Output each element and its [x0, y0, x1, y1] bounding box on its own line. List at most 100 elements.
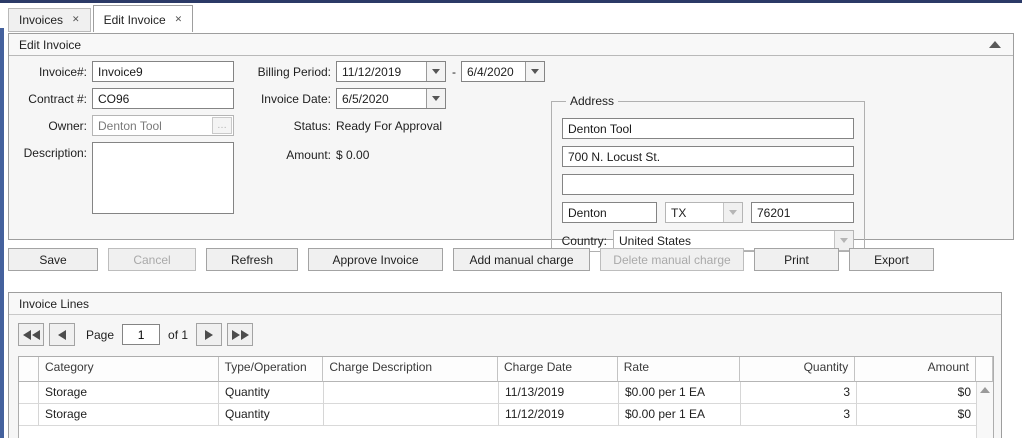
column-header-charge-date[interactable]: Charge Date [498, 357, 618, 382]
address-zip-field[interactable] [751, 202, 854, 223]
status-value: Ready For Approval [336, 119, 443, 133]
column-header-type-operation[interactable]: Type/Operation [218, 357, 324, 382]
owner-label: Owner: [48, 119, 87, 133]
left-arrow-icon [58, 329, 66, 340]
cell-type-operation[interactable]: Quantity [219, 404, 324, 426]
right-arrow-icon [205, 329, 214, 340]
invoice-date-picker[interactable]: 6/5/2020 [336, 88, 446, 109]
contract-number-label: Contract #: [28, 92, 87, 106]
save-button[interactable]: Save [8, 248, 98, 271]
chevron-down-icon [834, 231, 853, 250]
address-legend: Address [570, 94, 615, 108]
window-top-accent [0, 0, 1022, 3]
chevron-down-icon[interactable] [426, 89, 445, 108]
status-label: Status: [293, 119, 331, 133]
amount-label: Amount: [286, 148, 331, 162]
cell-rate[interactable]: $0.00 per 1 EA [619, 382, 741, 404]
row-selector[interactable] [19, 382, 39, 404]
cell-charge-description[interactable] [324, 382, 499, 404]
billing-period-end-value: 6/4/2020 [467, 64, 514, 79]
billing-period-start-picker[interactable]: 11/12/2019 [336, 61, 446, 82]
address-state-value: TX [671, 205, 687, 220]
tab-invoices[interactable]: Invoices ✕ [8, 8, 91, 32]
cell-category[interactable]: Storage [39, 382, 219, 404]
column-header-charge-description[interactable]: Charge Description [323, 357, 498, 382]
column-header-category[interactable]: Category [38, 357, 219, 382]
address-groupbox: Address TX Country: United States [551, 94, 865, 252]
edit-invoice-panel: Edit Invoice Invoice#: Contract #: Owner… [8, 33, 1014, 252]
edit-invoice-panel-title: Edit Invoice [19, 37, 82, 52]
grid-header-row: Category Type/Operation Charge Descripti… [19, 357, 993, 382]
collapse-icon[interactable] [989, 41, 1001, 48]
table-row[interactable]: Storage Quantity 11/12/2019 $0.00 per 1 … [19, 404, 993, 426]
cell-quantity[interactable]: 3 [741, 382, 857, 404]
tab-invoices-label: Invoices [19, 12, 64, 27]
page-of-label: of 1 [168, 327, 189, 342]
contract-number-field[interactable] [92, 88, 234, 109]
row-selector[interactable] [19, 404, 39, 426]
grid-body: Storage Quantity 11/13/2019 $0.00 per 1 … [19, 382, 993, 438]
edit-invoice-panel-header: Edit Invoice [9, 34, 1013, 56]
cell-category[interactable]: Storage [39, 404, 219, 426]
window-left-border [0, 28, 4, 438]
chevron-down-icon[interactable] [525, 62, 544, 81]
scroll-up-icon[interactable] [980, 387, 990, 393]
close-icon[interactable]: ✕ [72, 14, 80, 24]
close-icon[interactable]: ✕ [174, 14, 183, 24]
invoice-number-field[interactable] [92, 61, 234, 82]
double-left-arrow-icon [22, 329, 40, 340]
last-page-button[interactable] [227, 323, 254, 346]
previous-page-button[interactable] [49, 323, 75, 346]
invoice-lines-panel: Invoice Lines Page of 1 Category Type/Op… [8, 292, 1002, 438]
chevron-down-icon[interactable] [426, 62, 445, 81]
invoice-lines-grid: Category Type/Operation Charge Descripti… [18, 356, 994, 438]
page-label: Page [86, 327, 115, 342]
cell-rate[interactable]: $0.00 per 1 EA [619, 404, 741, 426]
column-header-rate[interactable]: Rate [617, 357, 740, 382]
first-page-button[interactable] [18, 323, 44, 346]
next-page-button[interactable] [196, 323, 223, 346]
billing-period-end-picker[interactable]: 6/4/2020 [461, 61, 545, 82]
invoice-date-value: 6/5/2020 [342, 91, 389, 106]
column-header-amount[interactable]: Amount [855, 357, 977, 382]
country-label: Country: [561, 234, 607, 248]
address-line2-field[interactable] [562, 146, 854, 167]
address-line3-field[interactable] [562, 174, 854, 195]
edit-invoice-form: Invoice#: Contract #: Owner: Denton Tool… [9, 56, 1013, 252]
delete-manual-charge-button: Delete manual charge [600, 248, 744, 271]
refresh-button[interactable]: Refresh [206, 248, 298, 271]
tab-edit-invoice-label: Edit Invoice [103, 12, 166, 27]
billing-period-start-value: 11/12/2019 [342, 64, 402, 79]
description-field[interactable] [92, 142, 234, 214]
address-state-select: TX [665, 202, 743, 223]
cell-amount[interactable]: $0 [857, 382, 978, 404]
country-select: United States [613, 230, 854, 251]
page-number-input[interactable] [122, 324, 161, 345]
cell-charge-description[interactable] [324, 404, 499, 426]
cell-type-operation[interactable]: Quantity [219, 382, 324, 404]
cell-charge-date[interactable]: 11/13/2019 [499, 382, 619, 404]
table-row[interactable]: Storage Quantity 11/13/2019 $0.00 per 1 … [19, 382, 993, 404]
cell-quantity[interactable]: 3 [741, 404, 857, 426]
pager: Page of 1 [18, 323, 258, 346]
billing-period-label: Billing Period: [257, 65, 331, 79]
approve-invoice-button[interactable]: Approve Invoice [308, 248, 443, 271]
amount-value: $ 0.00 [336, 148, 370, 162]
invoice-lines-panel-title: Invoice Lines [19, 296, 90, 311]
double-right-arrow-icon [231, 329, 249, 340]
description-label: Description: [23, 146, 87, 160]
row-selector-header [19, 357, 39, 382]
tab-edit-invoice[interactable]: Edit Invoice ✕ [92, 5, 194, 32]
cell-charge-date[interactable]: 11/12/2019 [499, 404, 619, 426]
export-button[interactable]: Export [849, 248, 934, 271]
address-city-field[interactable] [562, 202, 657, 223]
vertical-scrollbar[interactable] [976, 382, 993, 438]
print-button[interactable]: Print [754, 248, 839, 271]
owner-value: Denton Tool [98, 118, 162, 133]
address-line1-field[interactable] [562, 118, 854, 139]
owner-browse-button[interactable]: … [212, 117, 232, 134]
invoice-date-label: Invoice Date: [260, 92, 331, 106]
column-header-quantity[interactable]: Quantity [739, 357, 856, 382]
add-manual-charge-button[interactable]: Add manual charge [453, 248, 590, 271]
cell-amount[interactable]: $0 [857, 404, 978, 426]
